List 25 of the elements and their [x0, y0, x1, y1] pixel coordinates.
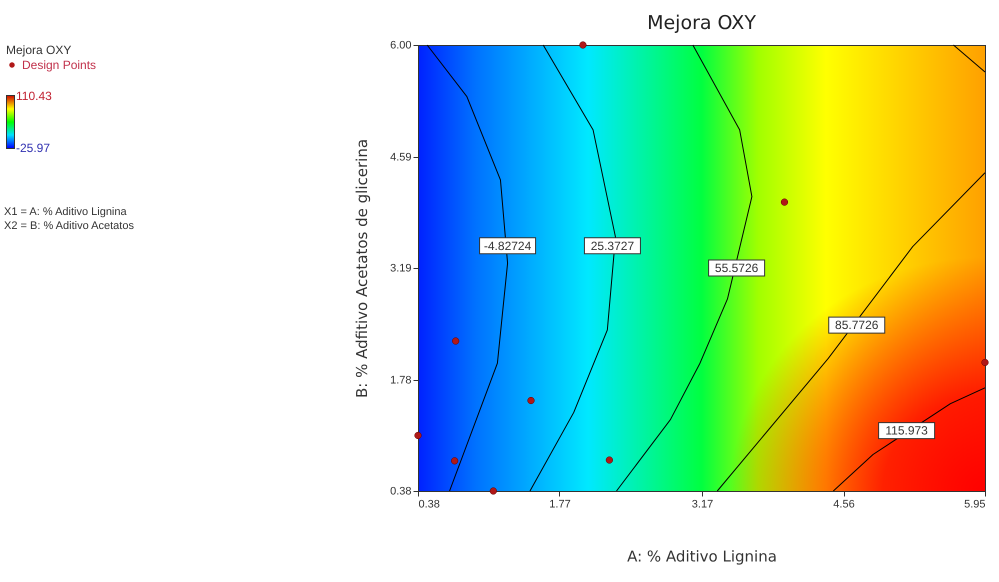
x-tick-label: 0.38	[418, 498, 440, 510]
x-tick-label: 5.95	[964, 498, 986, 510]
y-tick-label: 3.19	[390, 262, 412, 274]
x-tick-label: 3.17	[692, 498, 714, 510]
line-series	[716, 172, 986, 492]
annotation: -4.82724	[484, 238, 532, 253]
x-tick-label: 4.56	[833, 498, 855, 510]
y-tick-label: 4.59	[390, 151, 412, 164]
legend-title: Mejora OXY	[6, 43, 72, 57]
text: X1 = A: % Aditivo Lignina	[4, 205, 128, 219]
annotation: 55.5726	[714, 261, 759, 275]
y-tick-label: 1.78	[390, 374, 412, 386]
color-bar-label: -25.97	[16, 141, 50, 155]
annotation: 85.7726	[835, 318, 879, 332]
legend-label: Design Points	[22, 58, 96, 72]
y-tick-label: 0.38	[390, 486, 412, 498]
y-axis-title: B: % Adfitivo Acetatos de glicerina	[353, 138, 372, 398]
annotation: 25.3727	[590, 238, 634, 253]
chart-title: Mejora OXY	[647, 12, 756, 34]
x-tick-label: 1.77	[549, 498, 571, 510]
annotation: 115.973	[885, 424, 928, 438]
text: X2 = B: % Aditivo Acetatos	[4, 219, 134, 233]
color-bar-label: 110.43	[16, 89, 52, 103]
x-axis-title: A: % Aditivo Lignina	[627, 548, 777, 566]
y-tick-label: 6.00	[390, 40, 412, 52]
